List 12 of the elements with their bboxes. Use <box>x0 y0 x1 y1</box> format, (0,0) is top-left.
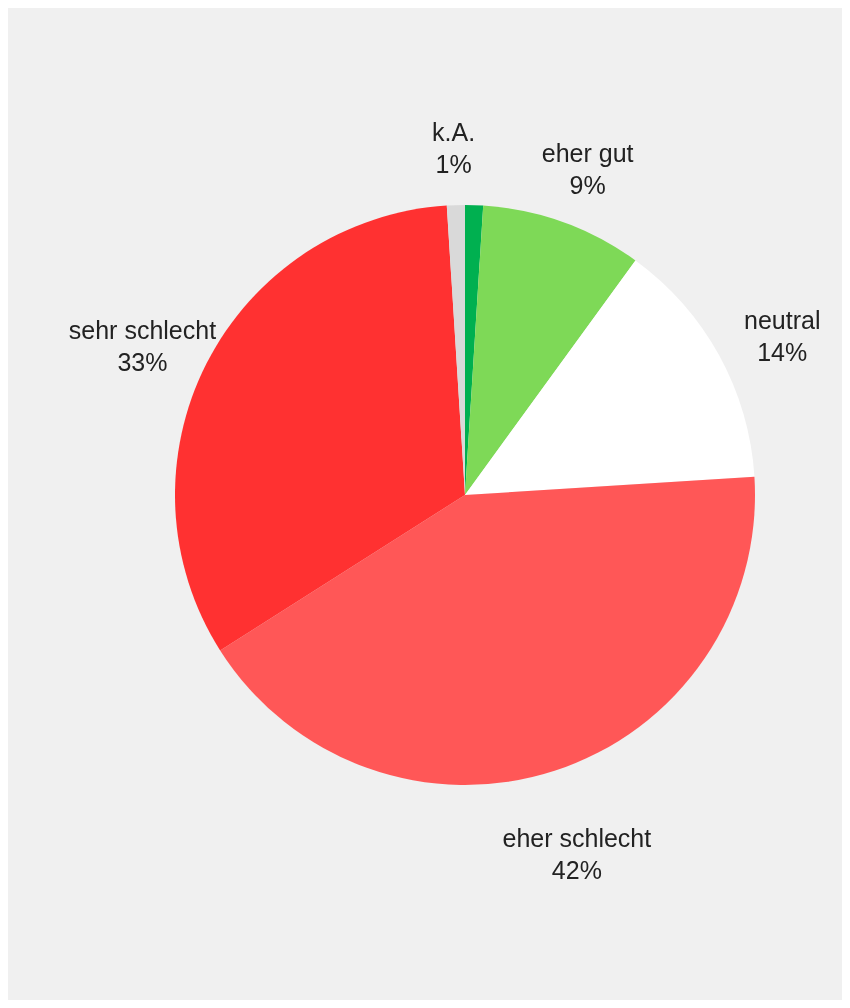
slice-label: k.A. <box>432 118 476 147</box>
slice-label: eher gut <box>541 139 634 168</box>
data-label: 9% <box>569 171 606 200</box>
slice-label: eher schlecht <box>502 824 652 853</box>
pie-slice <box>465 205 636 495</box>
data-label: 33% <box>117 347 168 376</box>
slice-label: neutral <box>744 305 821 334</box>
slice-label: sehr schlecht <box>68 315 217 344</box>
data-label: 42% <box>551 856 602 885</box>
data-label: 1% <box>435 150 472 179</box>
data-label: 14% <box>757 337 808 366</box>
pie-slice <box>220 476 755 785</box>
